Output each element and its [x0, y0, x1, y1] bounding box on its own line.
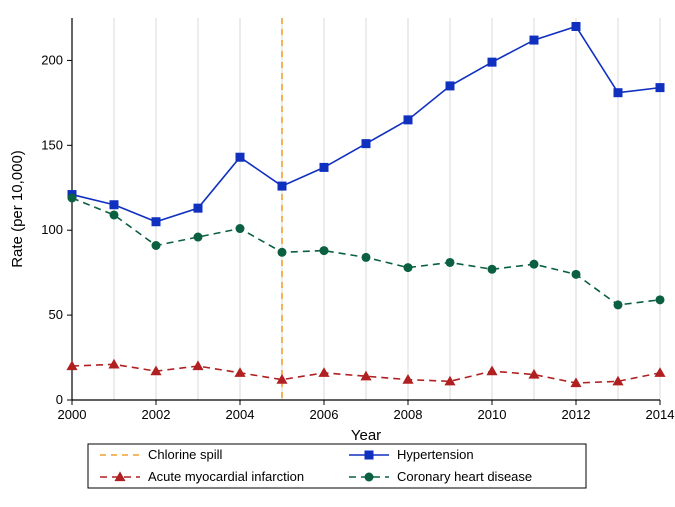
y-tick-label: 0: [56, 392, 63, 407]
marker-square: [656, 83, 665, 92]
legend-label: Coronary heart disease: [397, 469, 532, 484]
legend: Chlorine spill Hypertension Acute myocardi…: [88, 444, 586, 488]
y-axis-label: Rate (per 10,000): [9, 150, 26, 268]
legend-label: Acute myocardial infarction: [148, 469, 304, 484]
plot-bg: [0, 0, 675, 507]
marker-circle: [194, 233, 203, 242]
marker-square: [320, 163, 329, 172]
marker-circle: [404, 263, 413, 272]
marker-circle: [446, 258, 455, 267]
line-chart: 0 50 100 150 200 2000 2002 2004 2006 2008 2010 2012…: [0, 0, 675, 507]
marker-circle: [110, 210, 119, 219]
y-tick-label: 150: [41, 137, 63, 152]
marker-circle: [614, 300, 623, 309]
legend-label: Hypertension: [397, 447, 474, 462]
marker-square: [236, 153, 245, 162]
marker-circle: [365, 473, 374, 482]
legend-label: Chlorine spill: [148, 447, 223, 462]
marker-circle: [68, 193, 77, 202]
x-axis-label: Year: [351, 427, 381, 444]
chart-container: 0 50 100 150 200 2000 2002 2004 2006 2008 2010 2012…: [0, 0, 675, 507]
marker-square: [152, 217, 161, 226]
marker-square: [194, 204, 203, 213]
y-tick-label: 200: [41, 52, 63, 67]
x-tick-label: 2004: [226, 407, 255, 422]
marker-circle: [572, 270, 581, 279]
marker-circle: [152, 241, 161, 250]
marker-circle: [320, 246, 329, 255]
marker-circle: [530, 260, 539, 269]
y-tick-label: 100: [41, 222, 63, 237]
x-tick-label: 2008: [394, 407, 423, 422]
marker-square: [404, 115, 413, 124]
marker-square: [530, 36, 539, 45]
marker-circle: [278, 248, 287, 257]
marker-square: [110, 200, 119, 209]
marker-circle: [656, 295, 665, 304]
marker-square: [572, 22, 581, 31]
marker-square: [446, 81, 455, 90]
marker-circle: [236, 224, 245, 233]
x-tick-label: 2010: [478, 407, 507, 422]
marker-circle: [488, 265, 497, 274]
x-tick-label: 2006: [310, 407, 339, 422]
x-tick-label: 2000: [58, 407, 87, 422]
y-tick-label: 50: [49, 307, 63, 322]
x-tick-label: 2002: [142, 407, 171, 422]
marker-square: [488, 58, 497, 67]
marker-square: [362, 139, 371, 148]
marker-circle: [362, 253, 371, 262]
x-tick-label: 2014: [646, 407, 675, 422]
marker-square: [278, 182, 287, 191]
marker-square: [365, 451, 374, 460]
marker-square: [614, 88, 623, 97]
x-tick-label: 2012: [562, 407, 591, 422]
